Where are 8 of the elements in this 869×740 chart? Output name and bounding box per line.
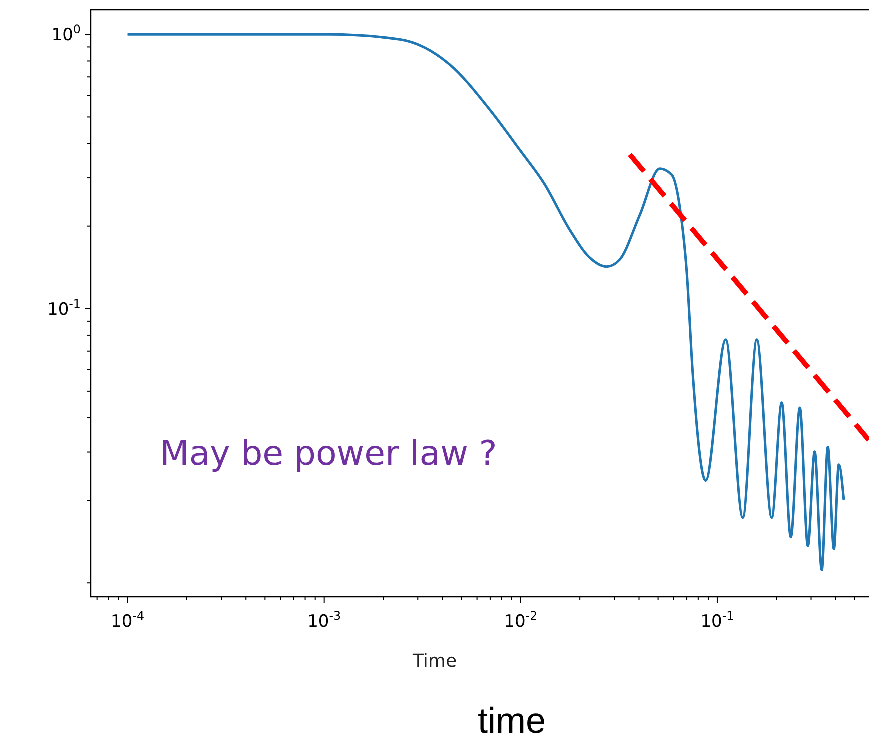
x-axis-title: Time [412, 651, 458, 672]
y-tick-label: 10$^{0}$ [52, 22, 81, 46]
x-tick-label: 10$^{-3}$ [308, 609, 342, 632]
text: time [478, 700, 546, 740]
annotation: May be power law ? [160, 434, 498, 474]
x-tick-label: 10$^{-2}$ [504, 609, 538, 632]
x-tick-label: 10$^{-4}$ [111, 609, 145, 632]
x-tick-label: 10$^{-1}$ [700, 609, 734, 632]
